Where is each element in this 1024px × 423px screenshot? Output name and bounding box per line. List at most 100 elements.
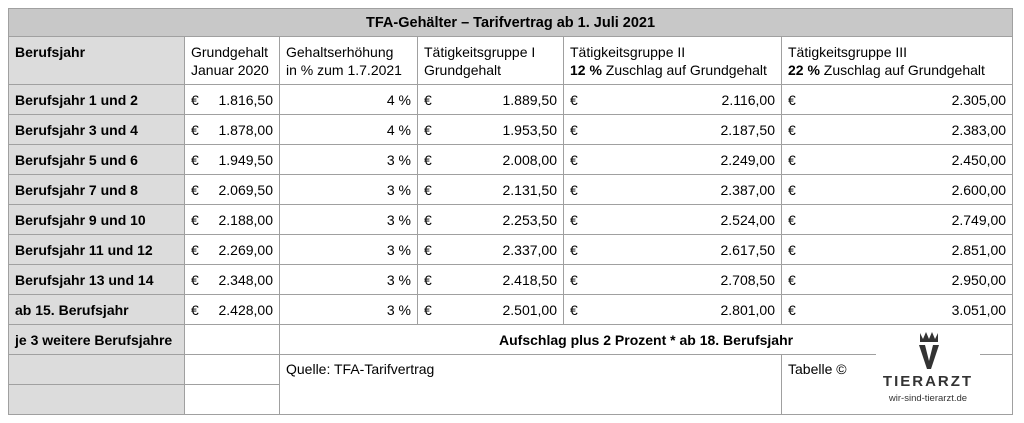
last-row-gray — [8, 384, 185, 415]
euro-sign: € — [424, 121, 432, 138]
euro-sign: € — [424, 241, 432, 258]
cell-gruppe-1-value: 2.131,50 — [502, 181, 558, 198]
source-row-gray — [8, 354, 185, 385]
euro-sign: € — [570, 241, 578, 258]
euro-sign: € — [570, 211, 578, 228]
euro-sign: € — [788, 271, 796, 288]
row-label: Berufsjahr 1 und 2 — [8, 84, 185, 115]
cell-gruppe-2: €2.116,00 — [563, 84, 782, 115]
header-gehaltserhoehung: Gehaltserhöhung in % zum 1.7.2021 — [279, 36, 418, 85]
cell-gruppe-1: €2.131,50 — [417, 174, 564, 205]
salary-table-container: TFA-Gehälter – Tarifvertrag ab 1. Juli 2… — [7, 8, 1014, 415]
cell-gruppe-1-value: 1.889,50 — [502, 91, 558, 108]
euro-sign: € — [191, 301, 199, 318]
cell-gruppe-3: €2.851,00 — [780, 234, 1014, 265]
extra-row-label: je 3 weitere Berufsjahre — [8, 324, 185, 355]
header-gruppe-1: Tätigkeitsgruppe I Grundgehalt — [417, 36, 564, 85]
cell-gruppe-2: €2.524,00 — [563, 204, 782, 235]
cell-gruppe-1-value: 2.337,00 — [502, 241, 558, 258]
cell-grundgehalt-value: 1.816,50 — [218, 91, 274, 108]
header-gruppe-2: Tätigkeitsgruppe II 12 % Zuschlag auf Gru… — [563, 36, 782, 85]
header-gruppe-2-percent: 12 % — [570, 62, 602, 78]
euro-sign: € — [191, 121, 199, 138]
euro-sign: € — [570, 181, 578, 198]
header-gruppe-1-line1: Tätigkeitsgruppe I — [424, 44, 536, 60]
table-row: Berufsjahr 11 und 12 €2.269,00 3 % €2.337,0… — [8, 234, 1014, 265]
cell-erhoehung: 4 % — [279, 114, 418, 145]
row-label: Berufsjahr 5 und 6 — [8, 144, 185, 175]
cell-gruppe-3: €2.950,00 — [780, 264, 1014, 295]
cell-gruppe-3: €2.450,00 — [780, 144, 1014, 175]
euro-sign: € — [788, 121, 796, 138]
euro-sign: € — [788, 241, 796, 258]
cell-erhoehung: 3 % — [279, 294, 418, 325]
last-row — [8, 384, 1013, 415]
cell-gruppe-1: €2.418,50 — [417, 264, 564, 295]
row-label: Berufsjahr 9 und 10 — [8, 204, 185, 235]
tierarzt-logo: TIERARZT wir-sind-tierarzt.de — [876, 325, 980, 407]
table-row: Berufsjahr 1 und 2 €1.816,50 4 % €1.889,50 €… — [8, 84, 1014, 115]
cell-gruppe-3-value: 2.950,00 — [951, 271, 1007, 288]
header-grundgehalt-line2: Januar 2020 — [191, 62, 269, 78]
euro-sign: € — [424, 271, 432, 288]
cell-gruppe-3-value: 2.851,00 — [951, 241, 1007, 258]
cell-gruppe-2: €2.617,50 — [563, 234, 782, 265]
euro-sign: € — [424, 91, 432, 108]
euro-sign: € — [788, 301, 796, 318]
header-gruppe-2-line1: Tätigkeitsgruppe II — [570, 44, 686, 60]
euro-sign: € — [570, 91, 578, 108]
cell-gruppe-1-value: 2.008,00 — [502, 151, 558, 168]
cell-grundgehalt: €2.428,00 — [184, 294, 280, 325]
euro-sign: € — [788, 91, 796, 108]
cell-gruppe-2: €2.708,50 — [563, 264, 782, 295]
cell-grundgehalt-value: 2.069,50 — [218, 181, 274, 198]
extra-row: je 3 weitere Berufsjahre Aufschlag plus … — [8, 324, 1014, 355]
euro-sign: € — [191, 91, 199, 108]
cell-gruppe-1-value: 2.501,00 — [502, 301, 558, 318]
cell-erhoehung: 4 % — [279, 84, 418, 115]
euro-sign: € — [424, 301, 432, 318]
cell-gruppe-1: €2.501,00 — [417, 294, 564, 325]
header-gruppe-3-line1: Tätigkeitsgruppe III — [788, 44, 908, 60]
cell-grundgehalt: €2.348,00 — [184, 264, 280, 295]
euro-sign: € — [570, 271, 578, 288]
euro-sign: € — [788, 211, 796, 228]
cell-gruppe-3: €2.600,00 — [780, 174, 1014, 205]
row-label: ab 15. Berufsjahr — [8, 294, 185, 325]
cell-gruppe-2-value: 2.801,00 — [720, 301, 776, 318]
cell-gruppe-2: €2.249,00 — [563, 144, 782, 175]
euro-sign: € — [424, 211, 432, 228]
cell-gruppe-3: €2.383,00 — [780, 114, 1014, 145]
cell-gruppe-2-value: 2.524,00 — [720, 211, 776, 228]
cell-grundgehalt: €1.878,00 — [184, 114, 280, 145]
euro-sign: € — [191, 241, 199, 258]
logo-name: TIERARZT — [882, 373, 974, 390]
table-row: ab 15. Berufsjahr €2.428,00 3 % €2.501,00 €2… — [8, 294, 1014, 325]
cell-gruppe-1: €1.889,50 — [417, 84, 564, 115]
cell-gruppe-2-value: 2.116,00 — [721, 91, 775, 108]
table-title: TFA-Gehälter – Tarifvertrag ab 1. Juli 2… — [7, 8, 1014, 37]
source-row: Quelle: TFA-Tarifvertrag Tabelle © — [8, 354, 1014, 415]
cell-gruppe-2-value: 2.187,50 — [720, 121, 776, 138]
cell-grundgehalt: €1.949,50 — [184, 144, 280, 175]
header-grundgehalt-line1: Grundgehalt — [191, 44, 269, 60]
cell-gruppe-3: €2.305,00 — [780, 84, 1014, 115]
cell-erhoehung: 3 % — [279, 174, 418, 205]
logo-url: wir-sind-tierarzt.de — [888, 393, 968, 404]
table-row: Berufsjahr 3 und 4 €1.878,00 4 % €1.953,50 €… — [8, 114, 1014, 145]
cell-grundgehalt-value: 2.348,00 — [218, 271, 274, 288]
table-row: Berufsjahr 13 und 14 €2.348,00 3 % €2.418,5… — [8, 264, 1014, 295]
cell-gruppe-3-value: 2.749,00 — [951, 211, 1007, 228]
cell-erhoehung: 3 % — [279, 144, 418, 175]
cell-grundgehalt-value: 2.188,00 — [218, 211, 274, 228]
header-erhoehung-line2: in % zum 1.7.2021 — [286, 62, 402, 78]
cell-grundgehalt-value: 1.878,00 — [218, 121, 274, 138]
euro-sign: € — [788, 151, 796, 168]
cell-gruppe-1: €1.953,50 — [417, 114, 564, 145]
cell-gruppe-3-value: 2.383,00 — [951, 121, 1007, 138]
cell-gruppe-2-value: 2.249,00 — [720, 151, 776, 168]
euro-sign: € — [570, 151, 578, 168]
source-row-empty — [184, 354, 280, 385]
cell-gruppe-3-value: 2.305,00 — [951, 91, 1007, 108]
row-label: Berufsjahr 13 und 14 — [8, 264, 185, 295]
